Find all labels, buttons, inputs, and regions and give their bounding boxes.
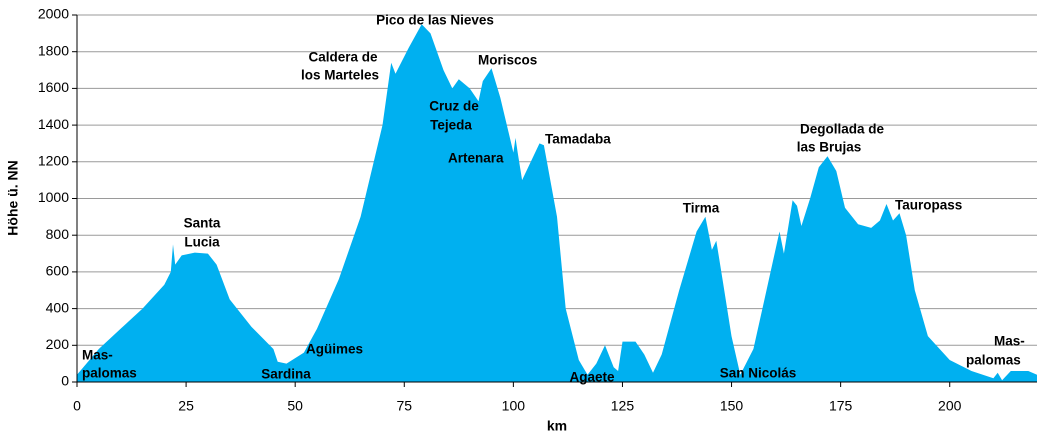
x-tick-label: 200	[938, 398, 962, 414]
x-axis-label: km	[547, 418, 567, 434]
y-tick-label: 200	[46, 336, 70, 352]
x-tick-label: 175	[829, 398, 853, 414]
annotation: Tejeda	[430, 118, 472, 133]
x-tick-label: 0	[73, 398, 81, 414]
annotation: las Brujas	[797, 140, 862, 155]
y-tick-label: 800	[46, 226, 70, 242]
annotation: Tamadaba	[545, 132, 611, 147]
annotation: Pico de las Nieves	[376, 13, 494, 28]
annotation: Tirma	[683, 201, 720, 216]
x-tick-label: 125	[611, 398, 635, 414]
y-tick-label: 0	[61, 373, 69, 389]
y-tick-label: 1600	[38, 79, 69, 95]
y-tick-label: 1800	[38, 42, 69, 58]
annotation: palomas	[82, 366, 137, 381]
annotation: Tauropass	[895, 198, 962, 213]
elevation-area	[77, 24, 1037, 382]
x-tick-label: 50	[287, 398, 303, 414]
annotation: Agaete	[569, 370, 615, 385]
annotation: Degollada de	[800, 122, 885, 137]
annotation: Sardina	[261, 367, 311, 382]
annotation: Caldera de	[308, 50, 378, 65]
annotation: Cruz de	[429, 99, 479, 114]
annotation: los Marteles	[301, 68, 379, 83]
y-tick-label: 1000	[38, 189, 69, 205]
x-tick-label: 100	[502, 398, 526, 414]
annotation: Mas-	[994, 334, 1025, 349]
annotation: San Nicolás	[720, 366, 797, 381]
y-tick-label: 1400	[38, 116, 69, 132]
y-tick-label: 1200	[38, 153, 69, 169]
annotation: Mas-	[82, 348, 113, 363]
y-tick-label: 2000	[38, 6, 69, 22]
annotation: Agüimes	[306, 342, 363, 357]
annotation: Artenara	[448, 151, 504, 166]
annotation: Santa	[184, 216, 221, 231]
y-tick-label: 600	[46, 263, 70, 279]
annotation: Lucia	[184, 235, 220, 250]
y-axis-label: Höhe ü. NN	[5, 160, 21, 235]
x-tick-label: 150	[720, 398, 744, 414]
x-tick-label: 25	[178, 398, 194, 414]
y-tick-label: 400	[46, 299, 70, 315]
annotation: Moriscos	[478, 53, 537, 68]
annotation: palomas	[966, 353, 1021, 368]
x-tick-label: 75	[396, 398, 412, 414]
